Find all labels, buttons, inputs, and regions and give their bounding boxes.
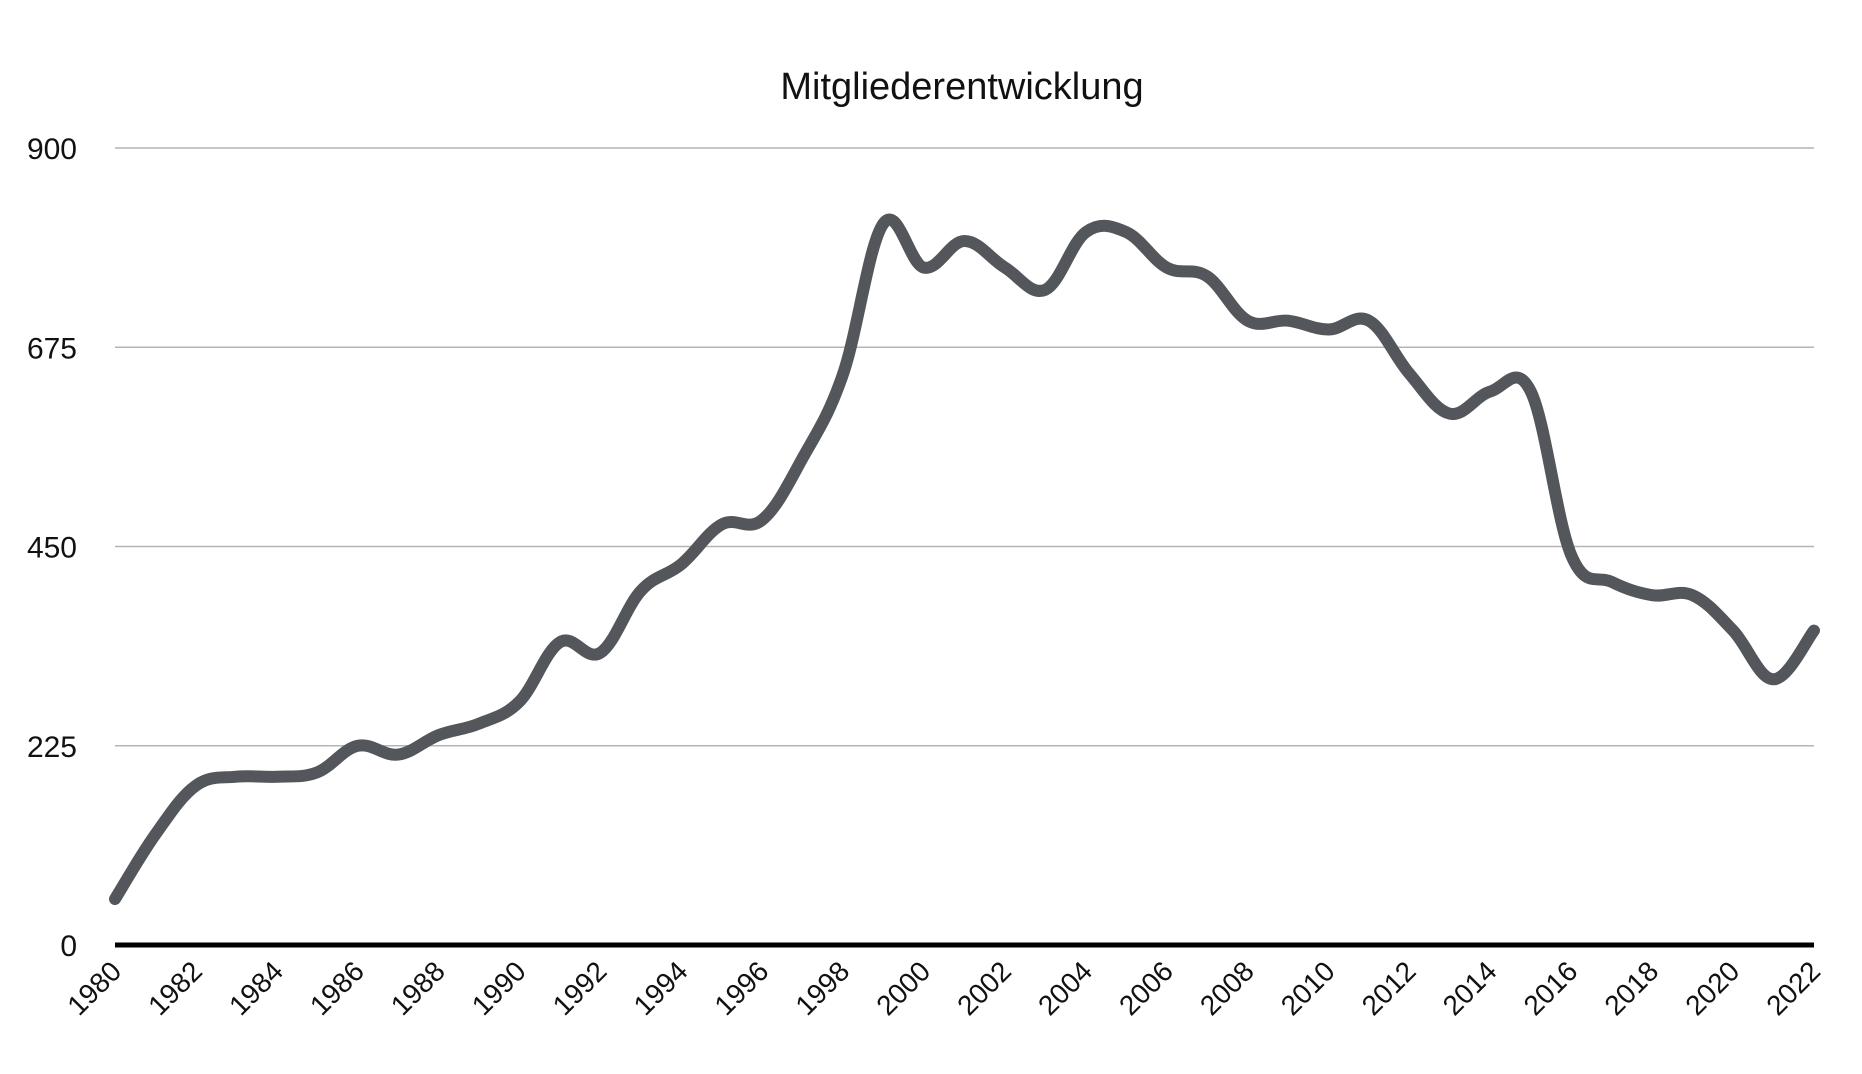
x-axis-tick-labels: 1980 1982 1984 1986 1988 1990 1992 1994 1996 1998… [61, 955, 1826, 1021]
x-tick-label: 1980 [61, 955, 127, 1021]
y-tick-label: 225 [27, 731, 77, 764]
x-tick-label: 1982 [142, 955, 208, 1021]
x-tick-label: 1988 [385, 955, 451, 1021]
x-tick-label: 2020 [1679, 955, 1745, 1021]
x-tick-label: 1996 [709, 955, 775, 1021]
x-tick-label: 1992 [547, 955, 613, 1021]
x-tick-label: 2008 [1194, 955, 1260, 1021]
x-tick-label: 2006 [1113, 955, 1179, 1021]
x-tick-label: 2016 [1518, 955, 1584, 1021]
gridlines [115, 147, 1814, 747]
y-tick-label: 450 [27, 532, 77, 565]
x-tick-label: 2010 [1275, 955, 1341, 1021]
series-line [109, 213, 1820, 905]
x-tick-label: 2002 [951, 955, 1017, 1021]
chart-title: Mitgliederentwicklung [780, 66, 1143, 108]
y-axis-tick-labels: 0 225 450 675 900 [27, 133, 77, 963]
x-tick-label: 2018 [1598, 955, 1664, 1021]
x-tick-label: 2004 [1032, 955, 1098, 1021]
x-tick-label: 1994 [628, 955, 694, 1021]
y-tick-label: 0 [60, 930, 77, 963]
series-layer [109, 213, 1820, 905]
x-tick-label: 1998 [789, 955, 855, 1021]
y-tick-label: 675 [27, 332, 77, 365]
x-tick-label: 1984 [223, 955, 289, 1021]
x-tick-label: 2000 [870, 955, 936, 1021]
x-tick-label: 1990 [466, 955, 532, 1021]
x-tick-label: 2012 [1356, 955, 1422, 1021]
x-tick-label: 2022 [1760, 955, 1826, 1021]
y-tick-label: 900 [27, 133, 77, 166]
x-tick-label: 2014 [1437, 955, 1503, 1021]
x-tick-label: 1986 [304, 955, 370, 1021]
